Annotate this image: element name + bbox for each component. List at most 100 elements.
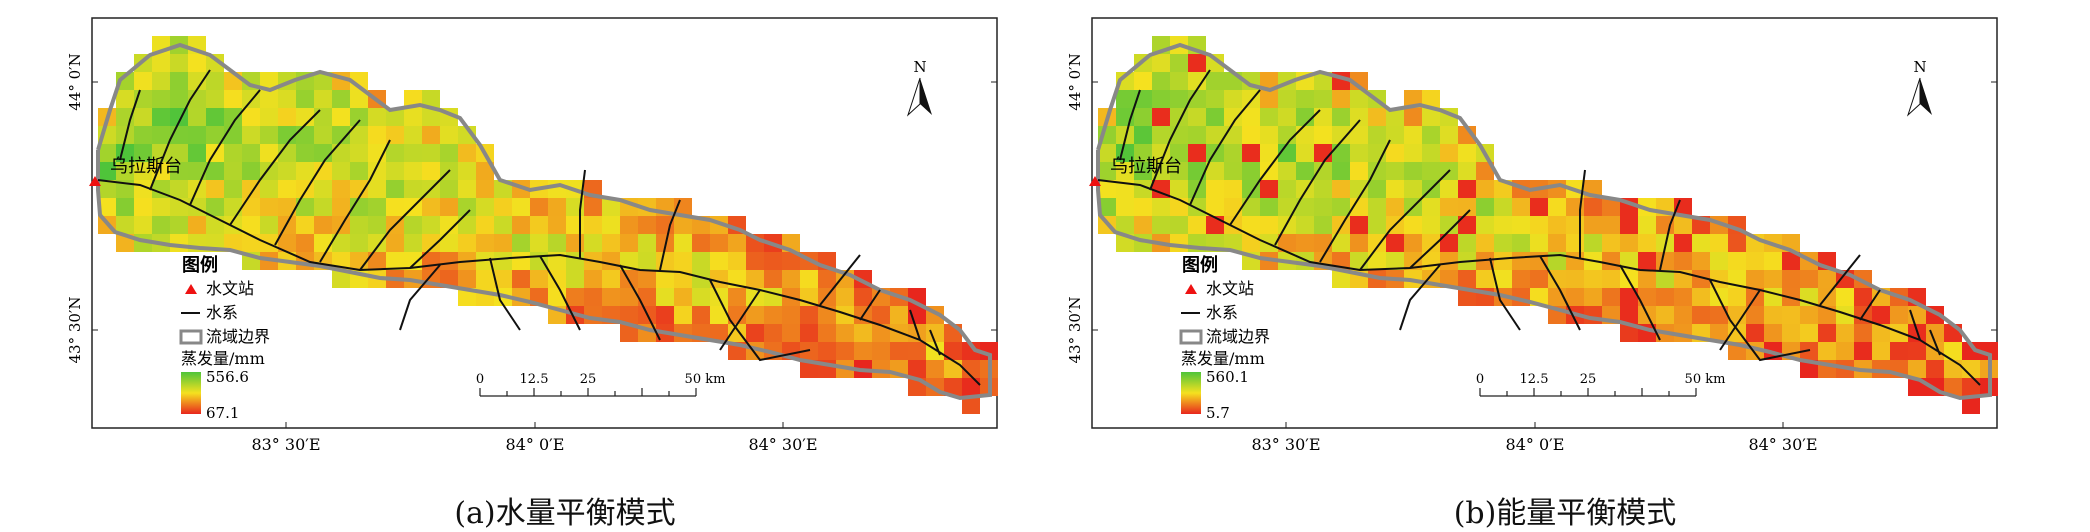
grid-cell	[1170, 54, 1188, 72]
grid-cell	[260, 72, 278, 90]
grid-cell	[152, 126, 170, 144]
grid-cell	[152, 144, 170, 162]
grid-cell	[1404, 126, 1422, 144]
grid-cell	[1188, 72, 1206, 90]
grid-cell	[1152, 144, 1170, 162]
grid-cell	[1188, 162, 1206, 180]
grid-cell	[1368, 108, 1386, 126]
grid-cell	[1224, 90, 1242, 108]
grid-cell	[1980, 342, 1998, 360]
grid-cell	[1458, 180, 1476, 198]
grid-cell	[1458, 288, 1476, 306]
map-svg-a: 乌拉斯台 N 44° 0′N 43° 30′N 83° 30′E 84° 0′E…	[66, 17, 998, 454]
grid-cell	[782, 252, 800, 270]
grid-cell	[746, 252, 764, 270]
grid-cell	[782, 306, 800, 324]
grid-cell	[674, 288, 692, 306]
grid-cell	[638, 288, 656, 306]
grid-cell	[1584, 234, 1602, 252]
grid-cell	[1350, 108, 1368, 126]
grid-cell	[206, 54, 224, 72]
grid-cell	[1440, 180, 1458, 198]
grid-cell	[1854, 288, 1872, 306]
grid-cell	[1548, 234, 1566, 252]
grid-cell	[1188, 198, 1206, 216]
grid-cell	[116, 216, 134, 234]
river-line	[274, 119, 361, 246]
grid-cell	[1152, 90, 1170, 108]
grid-cell	[1332, 108, 1350, 126]
grid-cell	[422, 90, 440, 108]
grid-cell	[710, 252, 728, 270]
grid-cell	[224, 180, 242, 198]
grid-cell	[602, 234, 620, 252]
map-panel-b: 乌拉斯台 N 44° 0′N 43° 30′N 83° 30′E 84° 0′E…	[1060, 0, 2070, 532]
grid-cell	[1962, 342, 1980, 360]
legend-max-value: 560.1	[1206, 368, 1249, 386]
grid-cell	[458, 180, 476, 198]
grid-cell	[1602, 216, 1620, 234]
river-line	[189, 89, 261, 206]
grid-cell	[1278, 198, 1296, 216]
grid-cell	[1386, 234, 1404, 252]
grid-cell	[1260, 90, 1278, 108]
lon-label-83-30: 83° 30′E	[251, 435, 320, 454]
grid-cell	[152, 216, 170, 234]
grid-cell	[1512, 234, 1530, 252]
grid-cell	[1386, 162, 1404, 180]
grid-cell	[1332, 144, 1350, 162]
grid-cell	[1494, 198, 1512, 216]
grid-cell	[296, 252, 314, 270]
grid-cell	[458, 270, 476, 288]
grid-cell	[548, 216, 566, 234]
river-line	[1579, 169, 1586, 258]
river-line	[1909, 309, 1921, 341]
grid-cell	[1710, 324, 1728, 342]
grid-cell	[458, 234, 476, 252]
grid-cell	[1476, 234, 1494, 252]
grid-cell	[332, 234, 350, 252]
grid-cell	[350, 90, 368, 108]
grid-cell	[530, 198, 548, 216]
grid-cell	[1764, 270, 1782, 288]
grid-cell	[710, 324, 728, 342]
river-line	[409, 209, 471, 269]
grid-cell	[1818, 342, 1836, 360]
basin-boundary	[96, 42, 992, 401]
grid-cell	[260, 216, 278, 234]
grid-cell	[1656, 252, 1674, 270]
grid-cell	[422, 234, 440, 252]
grid-cell	[1098, 198, 1116, 216]
grid-cell	[1548, 180, 1566, 198]
grid-cell	[494, 198, 512, 216]
grid-cell	[1656, 270, 1674, 288]
grid-cell	[512, 270, 530, 288]
grid-cell	[152, 72, 170, 90]
grid-cell	[1206, 162, 1224, 180]
grid-cell	[1350, 216, 1368, 234]
map-legend: 图例 水文站 水系 流域边界 蒸发量/mm 560.1 5.7	[1179, 254, 1270, 422]
river-line	[1819, 254, 1861, 306]
grid-cell	[1278, 108, 1296, 126]
grid-cell	[170, 198, 188, 216]
grid-cell	[98, 180, 116, 198]
grid-cell	[620, 216, 638, 234]
grid-cell	[1512, 270, 1530, 288]
grid-cell	[1710, 306, 1728, 324]
grid-cell	[1620, 306, 1638, 324]
grid-cell	[1692, 288, 1710, 306]
grid-cell	[494, 252, 512, 270]
grid-cell	[188, 72, 206, 90]
grid-cell	[404, 216, 422, 234]
grid-cell	[1296, 234, 1314, 252]
grid-cell	[818, 270, 836, 288]
grid-cell	[1584, 306, 1602, 324]
grid-cell	[692, 306, 710, 324]
grid-cell	[1962, 396, 1980, 414]
grid-cell	[602, 216, 620, 234]
map-panel-a: 乌拉斯台 N 44° 0′N 43° 30′N 83° 30′E 84° 0′E…	[60, 0, 1070, 532]
grid-cell	[1152, 72, 1170, 90]
grid-cell	[170, 90, 188, 108]
grid-cell	[512, 234, 530, 252]
scale-label-25: 25	[580, 372, 597, 387]
